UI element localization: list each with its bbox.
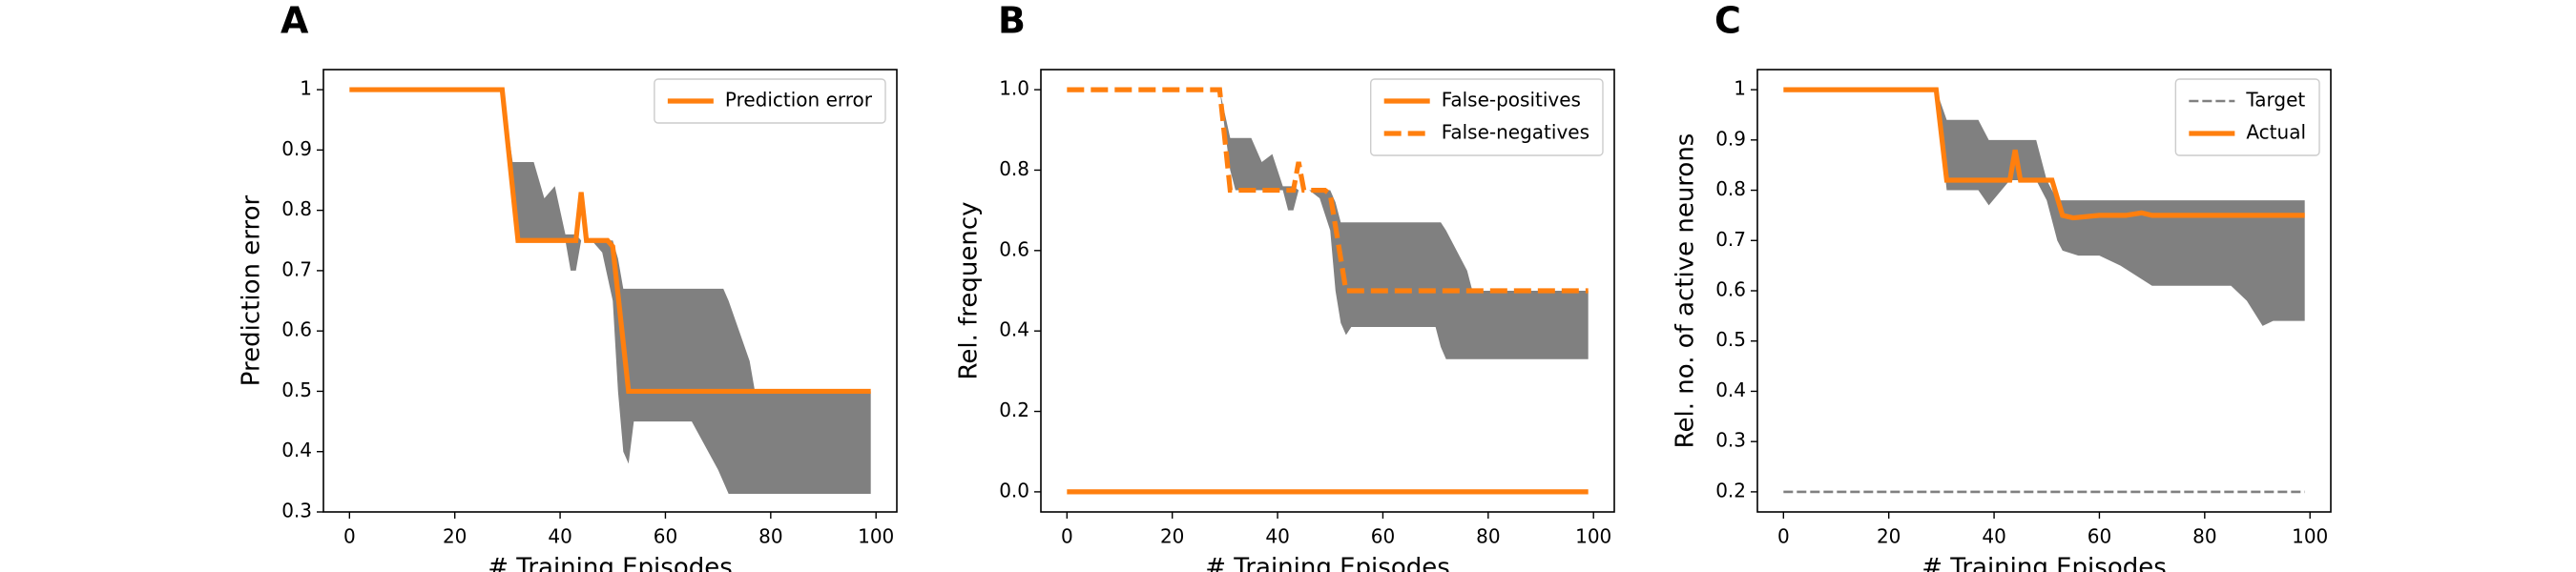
y-tick-label: 0.6 — [1715, 278, 1746, 301]
y-tick-label: 0.5 — [1715, 328, 1746, 351]
data-line — [1783, 87, 2305, 221]
y-tick-label: 0.0 — [999, 479, 1029, 501]
y-axis-label: Rel. no. of active neurons — [1672, 133, 1700, 449]
legend-label: Actual — [2246, 121, 2306, 144]
legend: Prediction error — [654, 78, 886, 124]
x-tick-label: 20 — [443, 525, 467, 548]
x-tick-label: 100 — [858, 525, 894, 548]
legend-label: Prediction error — [725, 89, 873, 112]
x-axis-label: # Training Episodes — [1922, 554, 2167, 572]
legend-label: False-positives — [1442, 89, 1581, 112]
x-tick-label: 100 — [2292, 525, 2328, 548]
legend-box — [2174, 78, 2320, 156]
y-tick-label: 1.0 — [999, 77, 1029, 100]
x-tick-label: 20 — [1877, 525, 1901, 548]
legend: False-positives False-negatives — [1369, 78, 1604, 156]
x-tick-label: 20 — [1160, 525, 1184, 548]
y-tick-label: 0.8 — [281, 197, 312, 220]
y-tick-label: 0.6 — [281, 318, 312, 341]
data-line — [349, 87, 871, 395]
y-axis-label: Rel. frequency — [955, 201, 984, 379]
data-line — [1067, 87, 1589, 294]
x-tick-label: 100 — [1575, 525, 1611, 548]
panel: B 0 20 40 60 80 100 0.0 0.2 0.4 0.6 0.8 1.0 # Trainin… — [955, 0, 1615, 572]
range-band — [502, 90, 871, 495]
x-tick-label: 60 — [1371, 525, 1395, 548]
y-tick-label: 0.3 — [1715, 429, 1746, 452]
x-tick-label: 80 — [1476, 525, 1500, 548]
panel-label: B — [998, 0, 1026, 42]
y-tick-label: 0.8 — [1715, 177, 1746, 200]
x-tick-label: 0 — [343, 525, 356, 548]
legend-label: Target — [2245, 89, 2305, 112]
y-tick-label: 0.3 — [281, 500, 312, 522]
x-tick-label: 0 — [1061, 525, 1073, 548]
y-tick-label: 1 — [1734, 77, 1746, 100]
x-tick-label: 60 — [2088, 525, 2111, 548]
x-tick-label: 60 — [654, 525, 677, 548]
axes-frame — [1040, 69, 1615, 513]
panel-label: A — [280, 0, 309, 42]
panel: A 0 20 40 60 80 100 0.3 0.4 0.5 0.6 0.7 0.8 0.9 1 # Tra… — [238, 0, 898, 572]
legend-label: False-negatives — [1442, 121, 1589, 144]
axes-frame — [322, 69, 898, 513]
x-axis-label: # Training Episodes — [488, 554, 733, 572]
x-tick-label: 40 — [548, 525, 571, 548]
y-tick-label: 0.4 — [1715, 378, 1746, 401]
y-tick-label: 0.5 — [281, 378, 312, 401]
y-tick-label: 0.9 — [1715, 127, 1746, 150]
y-tick-label: 0.7 — [1715, 228, 1746, 251]
legend: Target Actual — [2174, 78, 2320, 156]
y-tick-label: 0.4 — [999, 318, 1029, 341]
legend-box — [654, 78, 886, 124]
x-axis-label: # Training Episodes — [1205, 554, 1450, 572]
x-tick-label: 40 — [1982, 525, 2005, 548]
y-tick-label: 0.4 — [281, 439, 312, 461]
y-tick-label: 0.2 — [999, 398, 1029, 421]
legend-box — [1369, 78, 1604, 156]
y-axis-label: Prediction error — [238, 195, 266, 387]
y-tick-label: 0.6 — [999, 237, 1029, 260]
x-tick-label: 80 — [2192, 525, 2216, 548]
panel: C 0 20 40 60 80 100 0.2 0.3 0.4 0.5 0.6 0.7 0.8 0.9 1 # … — [1672, 0, 2332, 572]
y-tick-label: 0.7 — [281, 257, 312, 280]
y-tick-label: 1 — [300, 77, 312, 100]
y-tick-label: 0.9 — [281, 137, 312, 160]
y-tick-label: 0.8 — [999, 157, 1029, 180]
x-tick-label: 40 — [1265, 525, 1289, 548]
y-tick-label: 0.2 — [1715, 479, 1746, 501]
x-tick-label: 80 — [758, 525, 782, 548]
x-tick-label: 0 — [1777, 525, 1790, 548]
panel-label: C — [1714, 0, 1741, 42]
range-band — [1936, 90, 2305, 326]
